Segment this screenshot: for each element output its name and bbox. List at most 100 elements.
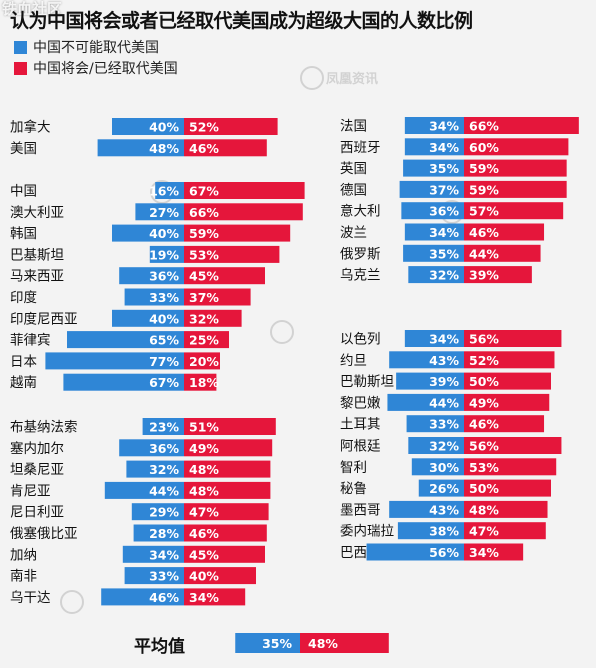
value-label-yes: 48%: [189, 462, 219, 477]
value-label-yes: 51%: [189, 420, 219, 435]
bar-no: [396, 372, 464, 390]
bar-yes: [184, 481, 271, 499]
watermark-top: 铁血社区: [2, 0, 63, 18]
bar-yes: [464, 351, 555, 369]
value-label-no: 56%: [429, 545, 459, 560]
value-label-no: 35%: [429, 246, 459, 261]
value-label-no: 30%: [429, 460, 459, 475]
bar-no: [406, 415, 464, 433]
bar-no: [403, 159, 464, 177]
bar-yes: [184, 288, 251, 306]
bar-yes: [184, 439, 273, 457]
bar-yes: [464, 393, 550, 411]
bar-yes: [464, 415, 545, 433]
country-label: 巴基斯坦: [10, 246, 64, 263]
bar-no: [397, 522, 464, 540]
value-label-yes: 46%: [189, 141, 219, 156]
value-label-yes: 49%: [469, 395, 499, 410]
country-label: 委内瑞拉: [340, 524, 394, 540]
value-label-yes: 67%: [189, 184, 219, 199]
country-label: 中国: [10, 184, 37, 200]
bar-yes: [464, 500, 548, 518]
legend-item-yes: 中国将会/已经取代美国: [14, 58, 178, 78]
value-label-no: 33%: [149, 290, 179, 305]
watermark-logo-icon: [300, 66, 324, 90]
value-label-no: 34%: [149, 547, 179, 562]
value-label-no: 33%: [429, 417, 459, 432]
value-label-yes: 32%: [189, 311, 219, 326]
bar-yes: [184, 524, 267, 542]
country-label: 墨西哥: [340, 502, 381, 518]
value-label-no: 43%: [429, 502, 459, 517]
value-label-yes: 53%: [189, 247, 219, 262]
value-label-no: 34%: [429, 332, 459, 347]
country-label: 布基纳法索: [10, 419, 78, 436]
bar-yes: [184, 567, 256, 585]
country-label: 加拿大: [10, 119, 51, 136]
bar-no: [404, 138, 464, 156]
bar-no: [45, 352, 185, 370]
value-label-yes: 47%: [469, 524, 499, 539]
value-label-yes: 50%: [469, 481, 499, 496]
bar-no: [67, 331, 184, 349]
value-label-no: 32%: [429, 268, 459, 283]
bar-no: [418, 479, 464, 497]
bar-no: [149, 245, 184, 263]
value-label-yes: 18%: [189, 375, 219, 390]
country-label: 俄罗斯: [340, 246, 381, 262]
bar-no: [408, 266, 464, 284]
average-value-no: 35%: [262, 636, 292, 651]
value-label-no: 32%: [149, 462, 179, 477]
value-label-no: 35%: [429, 161, 459, 176]
value-label-no: 23%: [149, 420, 179, 435]
country-label: 土耳其: [340, 417, 381, 433]
bar-yes: [464, 543, 524, 561]
value-label-no: 39%: [429, 374, 459, 389]
country-label: 法国: [340, 119, 367, 135]
bar-yes: [184, 503, 269, 521]
value-label-no: 34%: [429, 140, 459, 155]
average-label: 平均值: [134, 637, 185, 657]
country-label: 美国: [10, 141, 37, 157]
bar-yes: [184, 118, 278, 135]
bar-no: [389, 351, 464, 369]
value-label-yes: 39%: [469, 268, 499, 283]
value-label-no: 19%: [149, 247, 179, 262]
country-label: 坦桑尼亚: [10, 462, 64, 478]
bar-no: [101, 588, 184, 606]
country-label: 西班牙: [340, 140, 381, 156]
value-label-yes: 53%: [469, 460, 499, 475]
legend-item-no: 中国不可能取代美国: [14, 37, 159, 57]
bar-no: [404, 117, 464, 134]
bar-no: [97, 139, 184, 157]
bar-yes: [464, 266, 532, 284]
bar-no: [135, 203, 184, 221]
bar-no: [411, 458, 464, 476]
country-label: 日本: [10, 354, 37, 370]
country-label: 越南: [10, 375, 37, 391]
country-label: 德国: [340, 182, 367, 198]
value-label-yes: 52%: [189, 120, 219, 135]
legend-swatch-blue: [14, 40, 27, 54]
value-label-yes: 48%: [469, 502, 499, 517]
country-label: 印度: [10, 290, 37, 306]
country-label: 意大利: [340, 203, 381, 220]
country-label: 智利: [340, 460, 367, 476]
bar-yes: [464, 223, 545, 241]
country-label: 尼日利亚: [10, 505, 64, 521]
bar-yes: [464, 458, 557, 476]
bar-yes: [184, 545, 265, 563]
value-label-no: 44%: [149, 483, 179, 498]
country-label: 塞内加尔: [10, 440, 64, 457]
value-label-yes: 34%: [189, 590, 219, 605]
watermark-brand: 凤凰资讯: [326, 72, 379, 87]
value-label-yes: 40%: [189, 569, 219, 584]
country-label: 波兰: [340, 225, 367, 241]
value-label-no: 67%: [149, 375, 179, 390]
bar-no: [112, 118, 184, 135]
country-label: 印度尼西亚: [10, 311, 78, 327]
bar-yes: [184, 245, 280, 263]
country-label: 乌干达: [10, 590, 51, 606]
value-label-no: 28%: [149, 526, 179, 541]
bar-yes: [464, 372, 551, 390]
